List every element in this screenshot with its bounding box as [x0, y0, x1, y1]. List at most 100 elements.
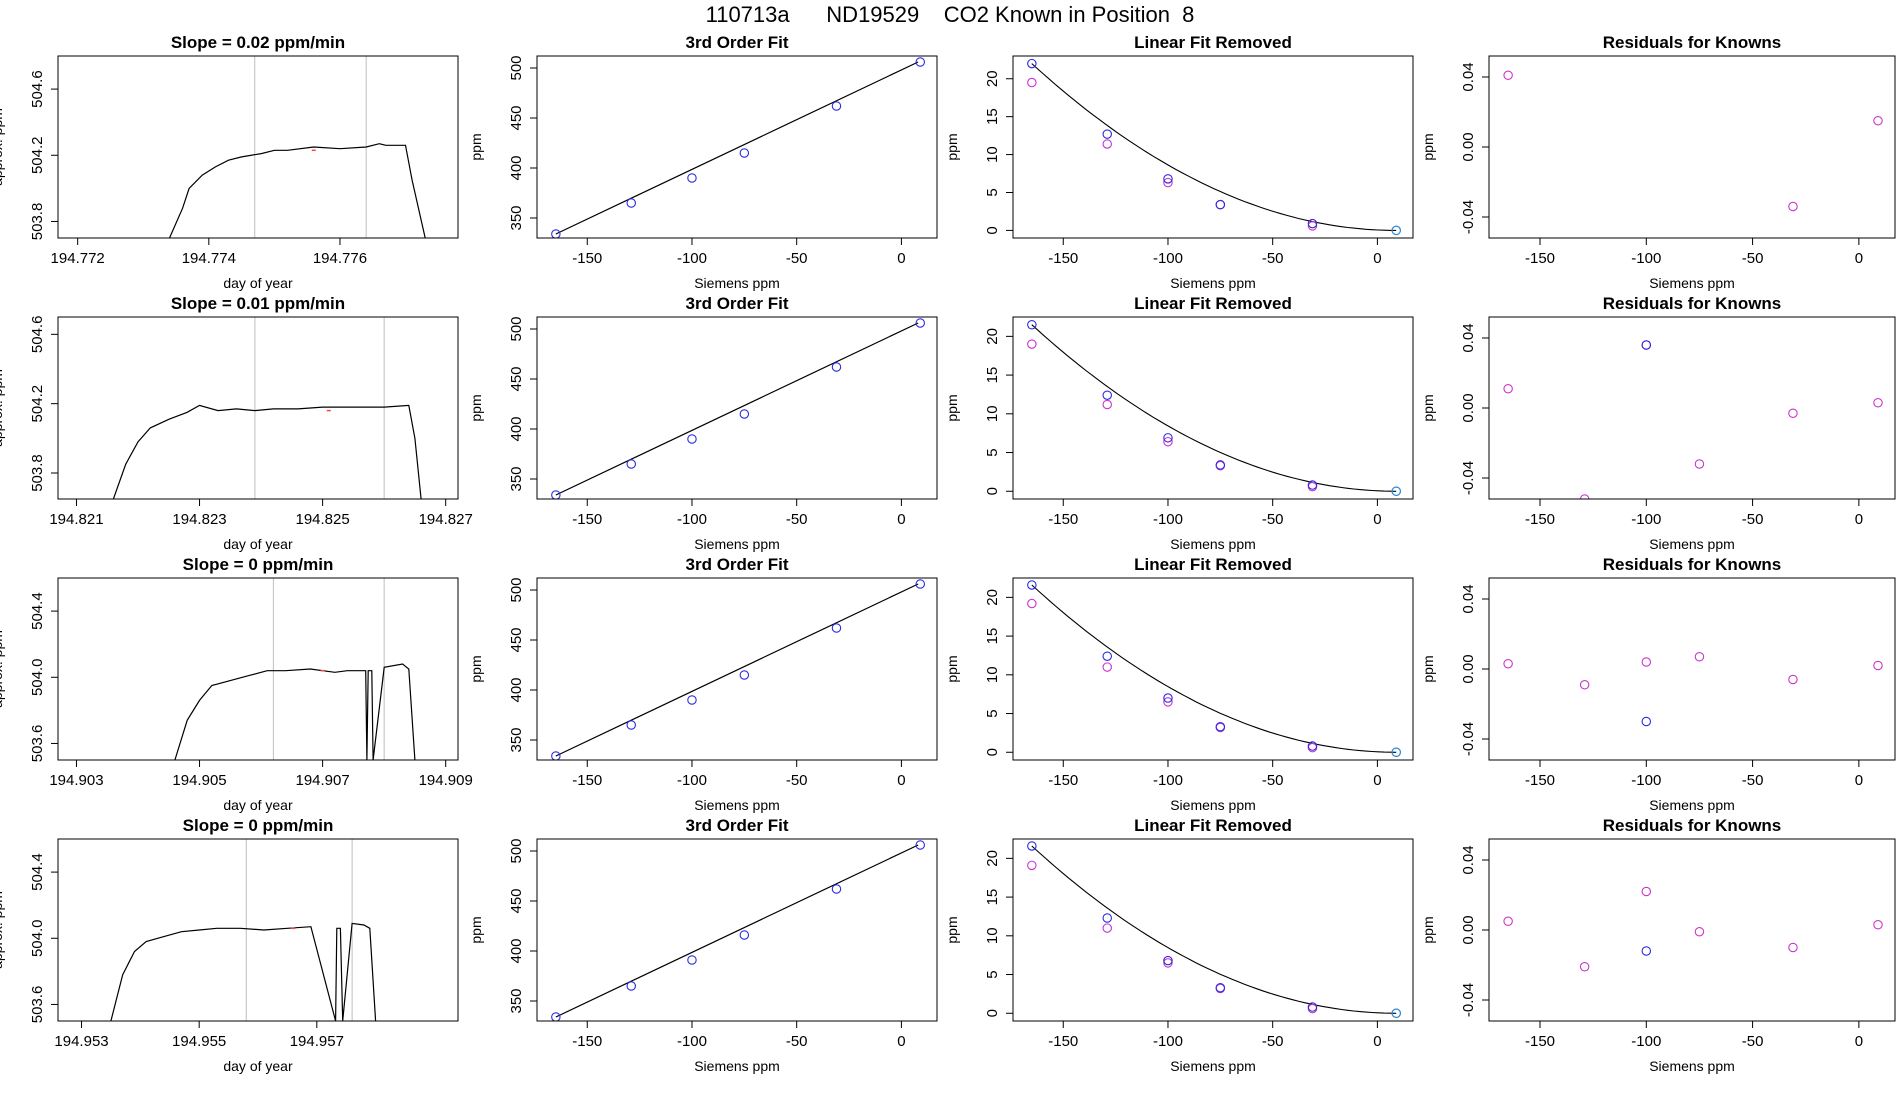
x-tick-label: -100: [1631, 511, 1661, 528]
x-tick-label: -150: [1525, 250, 1555, 267]
blue-point: [1307, 480, 1318, 490]
magenta-point: [1163, 177, 1173, 188]
data-point: [551, 1012, 561, 1021]
plot-frame: [536, 838, 938, 1022]
data-point: [915, 318, 925, 328]
blue-point: [1307, 741, 1318, 751]
y-axis-label: ppm: [944, 394, 960, 421]
panel-title: Slope = 0 ppm/min: [183, 555, 334, 574]
x-tick-label: -100: [1631, 1033, 1661, 1050]
magenta-point: [1027, 598, 1037, 609]
panel-title: Residuals for Knowns: [1603, 294, 1782, 313]
blue-point: [1027, 58, 1037, 69]
x-tick-label: 194.955: [172, 1033, 226, 1050]
y-tick-label: 350: [508, 727, 525, 752]
plot-frame: [57, 55, 459, 239]
data-point: [831, 623, 842, 633]
blue-point: [1027, 580, 1037, 590]
data-point: [551, 229, 561, 238]
x-tick-label: -50: [1262, 250, 1284, 267]
x-tick-label: -50: [1742, 1033, 1764, 1050]
magenta-point: [1102, 662, 1112, 672]
panel-title: Slope = 0.01 ppm/min: [171, 294, 345, 313]
y-tick-label: 15: [984, 628, 1001, 645]
data-layer: [112, 317, 422, 499]
x-tick-label: -50: [1742, 511, 1764, 528]
y-tick-label: 10: [984, 405, 1001, 422]
y-tick-label: 504.2: [29, 136, 46, 174]
data-point: [915, 840, 925, 850]
y-tick-label: 503.6: [29, 986, 46, 1024]
x-tick-label: 0: [1855, 772, 1863, 789]
y-tick-label: 0: [984, 1009, 1001, 1017]
y-tick-label: 503.8: [29, 203, 46, 241]
co2-trace: [112, 404, 422, 499]
y-axis-label: ppm: [468, 394, 484, 421]
y-tick-label: 0.04: [1460, 584, 1477, 613]
y-axis-label: ppm: [468, 916, 484, 943]
y-tick-label: 500: [508, 577, 525, 602]
y-tick-label: 20: [984, 70, 1001, 87]
panel-r4-lfr: Linear Fit Removed Siemens ppm ppm -150 -100…: [944, 816, 1414, 1074]
magenta-point: [1788, 942, 1798, 953]
x-tick-label: -150: [1525, 1033, 1555, 1050]
x-tick-label: 194.823: [172, 511, 226, 528]
panel-r2-ts: Slope = 0.01 ppm/min day of year approx. p…: [0, 294, 473, 552]
magenta-point: [1503, 916, 1513, 926]
y-tick-label: 15: [984, 108, 1001, 125]
y-axis-label: ppm: [1420, 655, 1436, 682]
blue-point: [1641, 716, 1652, 727]
y-tick-label: 400: [508, 155, 525, 180]
blue-point: [1307, 218, 1318, 229]
x-axis-label: Siemens ppm: [1170, 536, 1256, 552]
x-axis-label: Siemens ppm: [1170, 275, 1256, 291]
co2-trace: [174, 663, 416, 760]
x-tick-label: 194.903: [49, 772, 103, 789]
magenta-point: [1307, 221, 1318, 231]
data-point: [687, 434, 697, 444]
x-tick-label: 0: [897, 1033, 905, 1050]
data-layer: [1503, 886, 1883, 972]
blue-point: [1163, 955, 1173, 966]
data-layer: [551, 57, 925, 238]
x-tick-label: 194.776: [313, 250, 367, 267]
plot-frame: [1012, 838, 1414, 1022]
data-point: [687, 695, 697, 705]
y-tick-label: 15: [984, 367, 1001, 384]
x-tick-label: -150: [572, 511, 602, 528]
data-layer: [1027, 319, 1401, 497]
fit-line: [555, 322, 919, 496]
panel-r4-ts: Slope = 0 ppm/min day of year approx. ppm 1…: [0, 816, 459, 1074]
x-tick-label: 0: [897, 772, 905, 789]
plot-frame: [1488, 577, 1896, 761]
plot-frame: [57, 316, 459, 500]
y-tick-label: 0: [984, 748, 1001, 756]
plot-frame: [57, 577, 459, 761]
y-tick-label: 400: [508, 938, 525, 963]
y-axis-label: approx. ppm: [0, 369, 5, 447]
plot-frame: [1012, 55, 1414, 239]
y-tick-label: 504.6: [29, 70, 46, 108]
x-tick-label: -150: [572, 772, 602, 789]
blue-point: [1102, 913, 1112, 923]
panel-r1-lfr: Linear Fit Removed Siemens ppm ppm -150 -100…: [944, 33, 1414, 291]
y-tick-label: -0.04: [1460, 200, 1477, 234]
x-tick-label: -100: [677, 250, 707, 267]
x-tick-label: 0: [897, 250, 905, 267]
panel-r2-res: Residuals for Knowns Siemens ppm ppm -150 -1…: [1420, 294, 1896, 552]
magenta-point: [1503, 383, 1513, 394]
data-point: [626, 459, 636, 469]
data-layer: [174, 578, 416, 760]
x-axis-label: day of year: [223, 536, 293, 552]
y-axis-label: ppm: [1420, 133, 1436, 160]
blue-point: [1641, 946, 1652, 956]
y-tick-label: 504.4: [29, 592, 46, 630]
x-tick-label: 0: [1855, 511, 1863, 528]
magenta-point: [1102, 399, 1112, 410]
magenta-point: [1027, 77, 1037, 88]
x-axis-label: Siemens ppm: [694, 536, 780, 552]
x-tick-label: 194.772: [51, 250, 105, 267]
x-axis-label: Siemens ppm: [694, 1058, 780, 1074]
data-layer: [1027, 580, 1401, 758]
